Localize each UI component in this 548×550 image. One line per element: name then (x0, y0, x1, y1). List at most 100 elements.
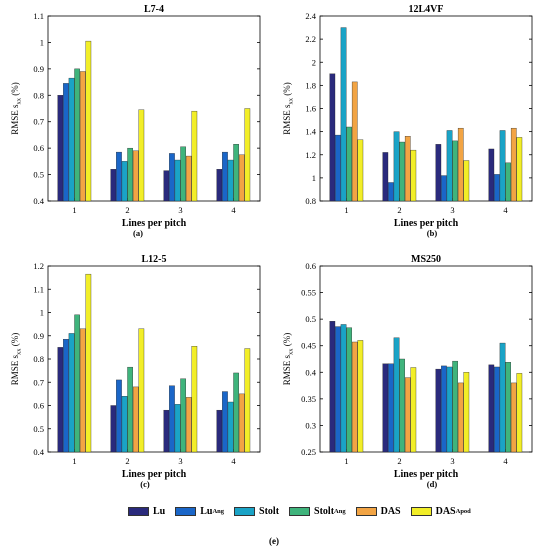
x-tick-label: 1 (344, 456, 348, 466)
bar (191, 346, 198, 453)
bar (499, 130, 506, 202)
y-tick-label: 0.6 (33, 401, 44, 411)
bar (244, 348, 251, 453)
legend-label: DAS (380, 506, 401, 517)
y-tick-label: 0.4 (305, 367, 316, 377)
chart-panel: 0.25 0.3 0.35 0.4 0.45 0.5 0.55 0.6 1 2 3 4 MS250 Lin… (282, 254, 533, 489)
x-tick-label: 3 (178, 205, 182, 215)
chart-title: L12-5 (142, 254, 167, 265)
legend-item: Lu (128, 506, 165, 517)
bar (222, 391, 228, 453)
x-tick-label: 4 (503, 205, 508, 215)
legend-swatch (175, 507, 197, 516)
bar (68, 77, 75, 202)
y-tick-label: 2.2 (305, 34, 316, 44)
x-tick-label: 1 (72, 456, 76, 466)
chart-panel: 0.4 0.5 0.6 0.7 0.8 0.9 1 1.1 1 2 3 4 L7-4 Lines per … (10, 4, 261, 238)
y-axis-label: RMSE sxx (%) (10, 82, 23, 135)
x-tick-label: 2 (397, 205, 401, 215)
bar (163, 409, 170, 453)
bar (74, 68, 80, 202)
bar (174, 159, 181, 202)
legend-label: Lu (153, 506, 166, 517)
bar (357, 139, 364, 202)
x-tick-label: 1 (72, 205, 76, 215)
bar (388, 363, 394, 453)
bar (516, 137, 523, 202)
bar (494, 366, 500, 453)
bar (116, 151, 122, 202)
bar (233, 144, 239, 202)
bar (351, 81, 358, 202)
y-tick-label: 1.1 (33, 284, 44, 294)
legend-swatch (289, 507, 311, 516)
bar (110, 405, 117, 453)
bar (329, 321, 336, 453)
x-axis-label: Lines per pitch (122, 218, 187, 229)
bar (388, 182, 394, 202)
bar (185, 397, 192, 453)
bar (185, 155, 192, 202)
legend-item: Stolt (234, 506, 279, 517)
bar (174, 404, 181, 453)
x-tick-label: 3 (450, 205, 454, 215)
y-tick-label: 0.8 (305, 196, 316, 206)
bar (169, 153, 175, 202)
bar (180, 146, 186, 202)
bar (446, 130, 453, 202)
bar (404, 136, 411, 202)
bar (340, 27, 347, 202)
panel-label: (a) (133, 228, 143, 238)
bar (216, 409, 223, 453)
bar (335, 134, 341, 202)
y-axis-label: RMSE sxx (%) (10, 333, 23, 386)
legend: Lu Lu Ang Stolt Stolt Ang DAS DAS Apod (0, 506, 548, 530)
bar (404, 377, 411, 453)
bar (63, 339, 69, 453)
bar (57, 95, 64, 202)
bar (340, 324, 347, 453)
y-tick-label: 0.6 (305, 261, 316, 271)
bar (463, 160, 470, 202)
bar (410, 367, 417, 453)
y-tick-label: 0.8 (33, 354, 44, 364)
y-tick-label: 2 (312, 57, 316, 67)
bar (346, 327, 352, 453)
legend-item: DAS Apod (410, 506, 471, 517)
bar (505, 162, 511, 202)
x-tick-label: 2 (125, 205, 129, 215)
bar (85, 273, 92, 453)
bar (127, 147, 133, 202)
bar (393, 337, 400, 453)
plot-frame (319, 265, 533, 453)
bar (382, 152, 389, 202)
y-tick-label: 0.4 (33, 447, 44, 457)
x-tick-label: 2 (125, 456, 129, 466)
bar (85, 40, 92, 202)
x-tick-label: 1 (344, 205, 348, 215)
bar (457, 127, 464, 202)
y-tick-label: 1 (312, 173, 316, 183)
figure-label: (e) (269, 536, 279, 546)
legend-item: Lu Ang (175, 506, 224, 517)
legend-item: DAS (355, 506, 401, 517)
y-tick-label: 0.9 (33, 64, 44, 74)
bar (238, 393, 245, 453)
bar (357, 340, 364, 453)
x-tick-label: 4 (503, 456, 508, 466)
y-tick-label: 1.1 (33, 11, 44, 21)
x-tick-label: 3 (450, 456, 454, 466)
bar (163, 170, 170, 202)
y-tick-label: 1.8 (305, 80, 316, 90)
legend-label: Lu (200, 506, 213, 517)
bar (382, 363, 389, 453)
y-tick-label: 1.2 (305, 150, 316, 160)
bar (494, 174, 500, 202)
y-axis-label: RMSE sxx (%) (282, 333, 295, 386)
panel-label: (d) (427, 479, 438, 489)
legend-item: Stolt Ang (289, 506, 346, 517)
x-tick-label: 3 (178, 456, 182, 466)
bar (110, 169, 117, 202)
bar (510, 127, 517, 202)
bar (244, 108, 251, 202)
